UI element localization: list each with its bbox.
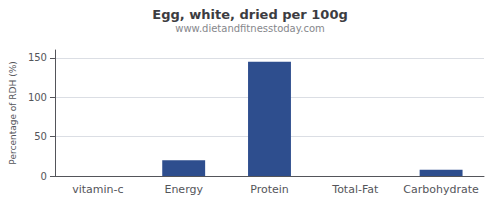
svg-text:vitamin-c: vitamin-c — [72, 183, 123, 196]
svg-text:www.dietandfitnesstoday.com: www.dietandfitnesstoday.com — [175, 23, 324, 34]
svg-text:Egg, white, dried per 100g: Egg, white, dried per 100g — [152, 7, 348, 22]
svg-text:Protein: Protein — [250, 183, 289, 196]
svg-text:Energy: Energy — [164, 183, 203, 196]
svg-text:Total-Fat: Total-Fat — [331, 183, 379, 196]
svg-text:150: 150 — [28, 52, 47, 63]
svg-text:100: 100 — [28, 92, 47, 103]
svg-text:Percentage of RDH (%): Percentage of RDH (%) — [8, 61, 18, 164]
svg-text:Carbohydrate: Carbohydrate — [403, 183, 479, 196]
svg-text:50: 50 — [34, 131, 47, 142]
svg-text:0: 0 — [41, 171, 47, 182]
